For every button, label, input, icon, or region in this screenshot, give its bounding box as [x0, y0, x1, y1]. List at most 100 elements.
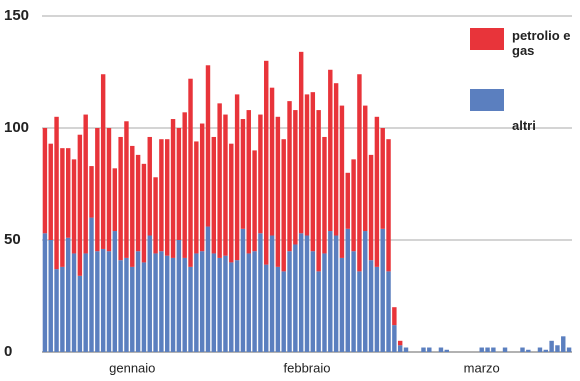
bar-segment — [368, 154, 374, 261]
bar-segment — [106, 251, 112, 352]
bar-segment — [269, 87, 275, 236]
bar-segment — [165, 255, 170, 352]
legend-swatch — [470, 89, 504, 111]
bar-segment — [380, 128, 385, 229]
bar-segment — [124, 257, 129, 352]
bar-segment — [159, 251, 164, 352]
bar-segment — [275, 116, 281, 267]
bar-segment — [194, 253, 199, 352]
bar-segment — [316, 271, 321, 352]
bar-segment — [234, 260, 240, 352]
bar-segment — [543, 349, 549, 352]
bar-segment — [89, 166, 94, 218]
bar-segment — [304, 94, 310, 236]
bar-segment — [141, 163, 147, 263]
bar-segment — [77, 275, 83, 352]
bar-segment — [217, 103, 222, 258]
bar-segment — [159, 139, 164, 252]
bar-segment — [520, 347, 525, 352]
bar-segment — [287, 101, 292, 252]
y-tick-label: 50 — [4, 231, 21, 248]
bar-segment — [275, 266, 281, 352]
legend-label: altri — [512, 118, 536, 133]
bar-segment — [374, 116, 380, 267]
bar-segment — [234, 94, 240, 261]
bar-segment — [269, 235, 275, 352]
bar-segment — [555, 345, 560, 352]
bar-segment — [60, 266, 65, 352]
bar-segment — [293, 244, 298, 352]
bar-segment — [42, 233, 48, 352]
bar-segment — [293, 110, 298, 245]
bar-segment — [135, 154, 141, 252]
bar-segment — [397, 345, 403, 352]
bar-segment — [264, 264, 269, 352]
bar-segment — [386, 139, 391, 272]
bar-segment — [83, 114, 88, 254]
y-tick-label: 100 — [4, 119, 29, 136]
bar-segment — [42, 128, 48, 234]
bar-segment — [537, 347, 543, 352]
bar-segment — [48, 240, 53, 352]
bar-segment — [165, 139, 170, 256]
bar-segment — [281, 271, 286, 352]
bar-segment — [363, 231, 368, 352]
bar-segment — [141, 262, 147, 352]
bar-segment — [298, 51, 304, 234]
bar-segment — [322, 253, 327, 352]
bar-segment — [217, 257, 222, 352]
bar-segment — [258, 114, 263, 234]
bar-segment — [287, 251, 292, 352]
bar-segment — [351, 251, 356, 352]
bar-segment — [339, 257, 345, 352]
bar-segment — [112, 168, 118, 232]
bar-segment — [252, 150, 257, 252]
bar-segment — [363, 105, 368, 232]
bar-segment — [211, 136, 217, 254]
bar-segment — [188, 78, 193, 267]
bar-segment — [153, 177, 158, 254]
bar-segment — [153, 253, 158, 352]
bar-segment — [333, 83, 339, 236]
bar-segment — [48, 143, 53, 240]
x-tick-label: marzo — [464, 360, 500, 375]
bar-segment — [328, 69, 333, 232]
bar-segment — [502, 347, 508, 352]
bar-segment — [392, 325, 397, 352]
bar-segment — [246, 253, 251, 352]
bar-segment — [304, 235, 310, 352]
bar-segment — [310, 92, 316, 252]
bar-segment — [351, 159, 356, 252]
bar-segment — [380, 228, 385, 352]
legend-swatch — [470, 28, 504, 50]
bar-segment — [427, 347, 432, 352]
bar-segment — [54, 269, 59, 352]
bar-segment — [71, 159, 77, 254]
bar-segment — [118, 136, 123, 261]
bar-segment — [65, 148, 71, 238]
bar-segment — [345, 228, 350, 352]
bar-segment — [561, 336, 566, 352]
y-tick-label: 150 — [4, 7, 29, 24]
bar-segment — [130, 145, 135, 267]
bar-segment — [368, 260, 374, 352]
bar-segment — [386, 271, 391, 352]
x-tick-label: gennaio — [109, 360, 155, 375]
bar-segment — [135, 251, 141, 352]
legend-label: petrolio e gas — [512, 28, 571, 58]
bar-segment — [438, 347, 444, 352]
bar-segment — [310, 251, 316, 352]
bar-segment — [100, 74, 106, 249]
bar-segment — [229, 262, 234, 352]
bar-segment — [549, 340, 554, 352]
bar-segment — [147, 136, 152, 236]
bar-segment — [298, 233, 304, 352]
bar-segment — [264, 60, 269, 265]
bar-segment — [526, 349, 531, 352]
bar-segment — [566, 347, 572, 352]
bar-segment — [339, 105, 345, 258]
bar-segment — [397, 340, 403, 346]
bar-segment — [357, 271, 362, 352]
bar-segment — [83, 253, 88, 352]
